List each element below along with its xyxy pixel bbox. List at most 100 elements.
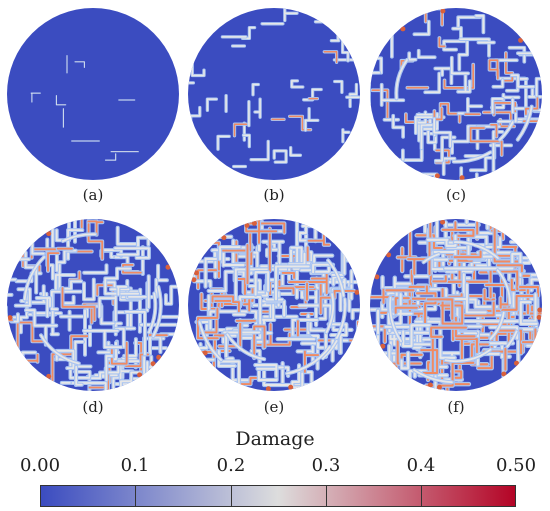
crack-core bbox=[291, 80, 304, 88]
colorbar-tick-label: 0.1 bbox=[120, 455, 150, 476]
damage-hotspot bbox=[518, 37, 524, 43]
crack-halo bbox=[370, 343, 392, 391]
crack-core bbox=[47, 252, 60, 272]
crack-core bbox=[444, 252, 522, 277]
panel-a bbox=[7, 8, 179, 180]
crack-core bbox=[64, 295, 75, 305]
crack-core bbox=[248, 271, 270, 296]
crack-core bbox=[312, 263, 334, 274]
panel-b bbox=[188, 8, 360, 180]
crack-core bbox=[83, 329, 123, 349]
crack-core bbox=[74, 219, 93, 243]
crack-core bbox=[335, 298, 346, 341]
crack-core bbox=[301, 342, 319, 370]
disk-b bbox=[188, 8, 360, 180]
crack-core bbox=[303, 350, 320, 373]
damage-hotspot bbox=[459, 175, 465, 180]
crack-core bbox=[289, 146, 302, 157]
crack-core bbox=[413, 20, 430, 36]
panel-label-b: (b) bbox=[263, 186, 285, 204]
crack-core bbox=[420, 326, 439, 375]
damage-hotspot bbox=[380, 343, 386, 349]
crack-core bbox=[51, 335, 90, 391]
crack-core bbox=[452, 151, 492, 163]
crack-core bbox=[510, 278, 533, 292]
crack-core bbox=[492, 79, 504, 88]
colorbar-tick-mark bbox=[231, 485, 232, 507]
crack-core bbox=[490, 123, 498, 138]
crack-core bbox=[152, 286, 162, 338]
crack-core bbox=[394, 306, 418, 314]
panel-d bbox=[7, 219, 179, 391]
crack-core bbox=[16, 321, 46, 353]
crack-core bbox=[217, 135, 230, 150]
crack-core bbox=[124, 310, 146, 356]
damage-hotspot bbox=[386, 252, 392, 258]
crack-core bbox=[262, 240, 284, 274]
crack-core bbox=[535, 77, 542, 97]
crack-core bbox=[226, 333, 266, 361]
crack-halo bbox=[474, 172, 492, 180]
crack-core bbox=[433, 107, 443, 121]
crack-core bbox=[497, 104, 517, 123]
colorbar-title: Damage bbox=[235, 428, 315, 450]
crack-core bbox=[322, 340, 338, 360]
crack-core bbox=[530, 278, 542, 308]
crack-core bbox=[83, 278, 95, 301]
crack-halo bbox=[311, 12, 328, 24]
crack-core bbox=[395, 59, 408, 100]
damage-hotspot bbox=[536, 314, 542, 320]
crack-core bbox=[62, 233, 96, 242]
crack-core bbox=[438, 37, 446, 48]
crack-core bbox=[464, 293, 537, 323]
crack-core bbox=[402, 269, 424, 338]
crack-core bbox=[61, 287, 96, 321]
crack-core bbox=[204, 287, 254, 302]
crack-core bbox=[506, 330, 518, 348]
crack-core bbox=[116, 285, 128, 296]
crack-core bbox=[380, 83, 405, 106]
crack-core bbox=[10, 313, 19, 323]
crack-core bbox=[219, 246, 241, 261]
crack-core bbox=[90, 360, 140, 380]
crack-core bbox=[284, 8, 298, 22]
colorbar-tick-mark bbox=[326, 485, 327, 507]
damage-hotspot bbox=[165, 264, 171, 270]
crack-core bbox=[191, 64, 205, 77]
damage-hotspot bbox=[191, 277, 197, 283]
crack-core bbox=[254, 98, 261, 119]
crack-core bbox=[40, 334, 80, 365]
damage-hotspot bbox=[501, 371, 507, 377]
crack-core bbox=[243, 299, 251, 312]
crack-core bbox=[442, 157, 456, 175]
damage-hotspot bbox=[251, 220, 257, 226]
crack-core bbox=[491, 98, 504, 114]
crack-core bbox=[341, 38, 349, 62]
panel-label-f: (f) bbox=[447, 398, 465, 416]
crack-core bbox=[500, 285, 540, 311]
crack-core bbox=[148, 292, 157, 334]
damage-hotspot bbox=[244, 222, 250, 228]
crack-core bbox=[105, 355, 113, 382]
crack-core bbox=[206, 98, 218, 112]
crack-core bbox=[516, 105, 533, 141]
damage-hotspot bbox=[202, 350, 208, 356]
crack-core bbox=[443, 40, 466, 51]
crack-core bbox=[496, 269, 511, 305]
crack-core bbox=[277, 287, 295, 295]
crack-core bbox=[60, 280, 83, 290]
crack-core bbox=[14, 288, 31, 307]
crack-core bbox=[127, 278, 158, 298]
crack-core bbox=[434, 136, 456, 162]
damage-hotspot bbox=[46, 373, 52, 379]
damage-hotspot bbox=[265, 386, 271, 391]
crack-core bbox=[459, 38, 490, 57]
crack-core bbox=[519, 301, 538, 325]
crack-core bbox=[114, 327, 125, 348]
damage-hotspot bbox=[354, 289, 360, 295]
crack-core bbox=[286, 346, 331, 375]
crack-core bbox=[342, 129, 350, 143]
crack-core bbox=[426, 298, 454, 320]
damage-hotspot bbox=[436, 384, 442, 390]
